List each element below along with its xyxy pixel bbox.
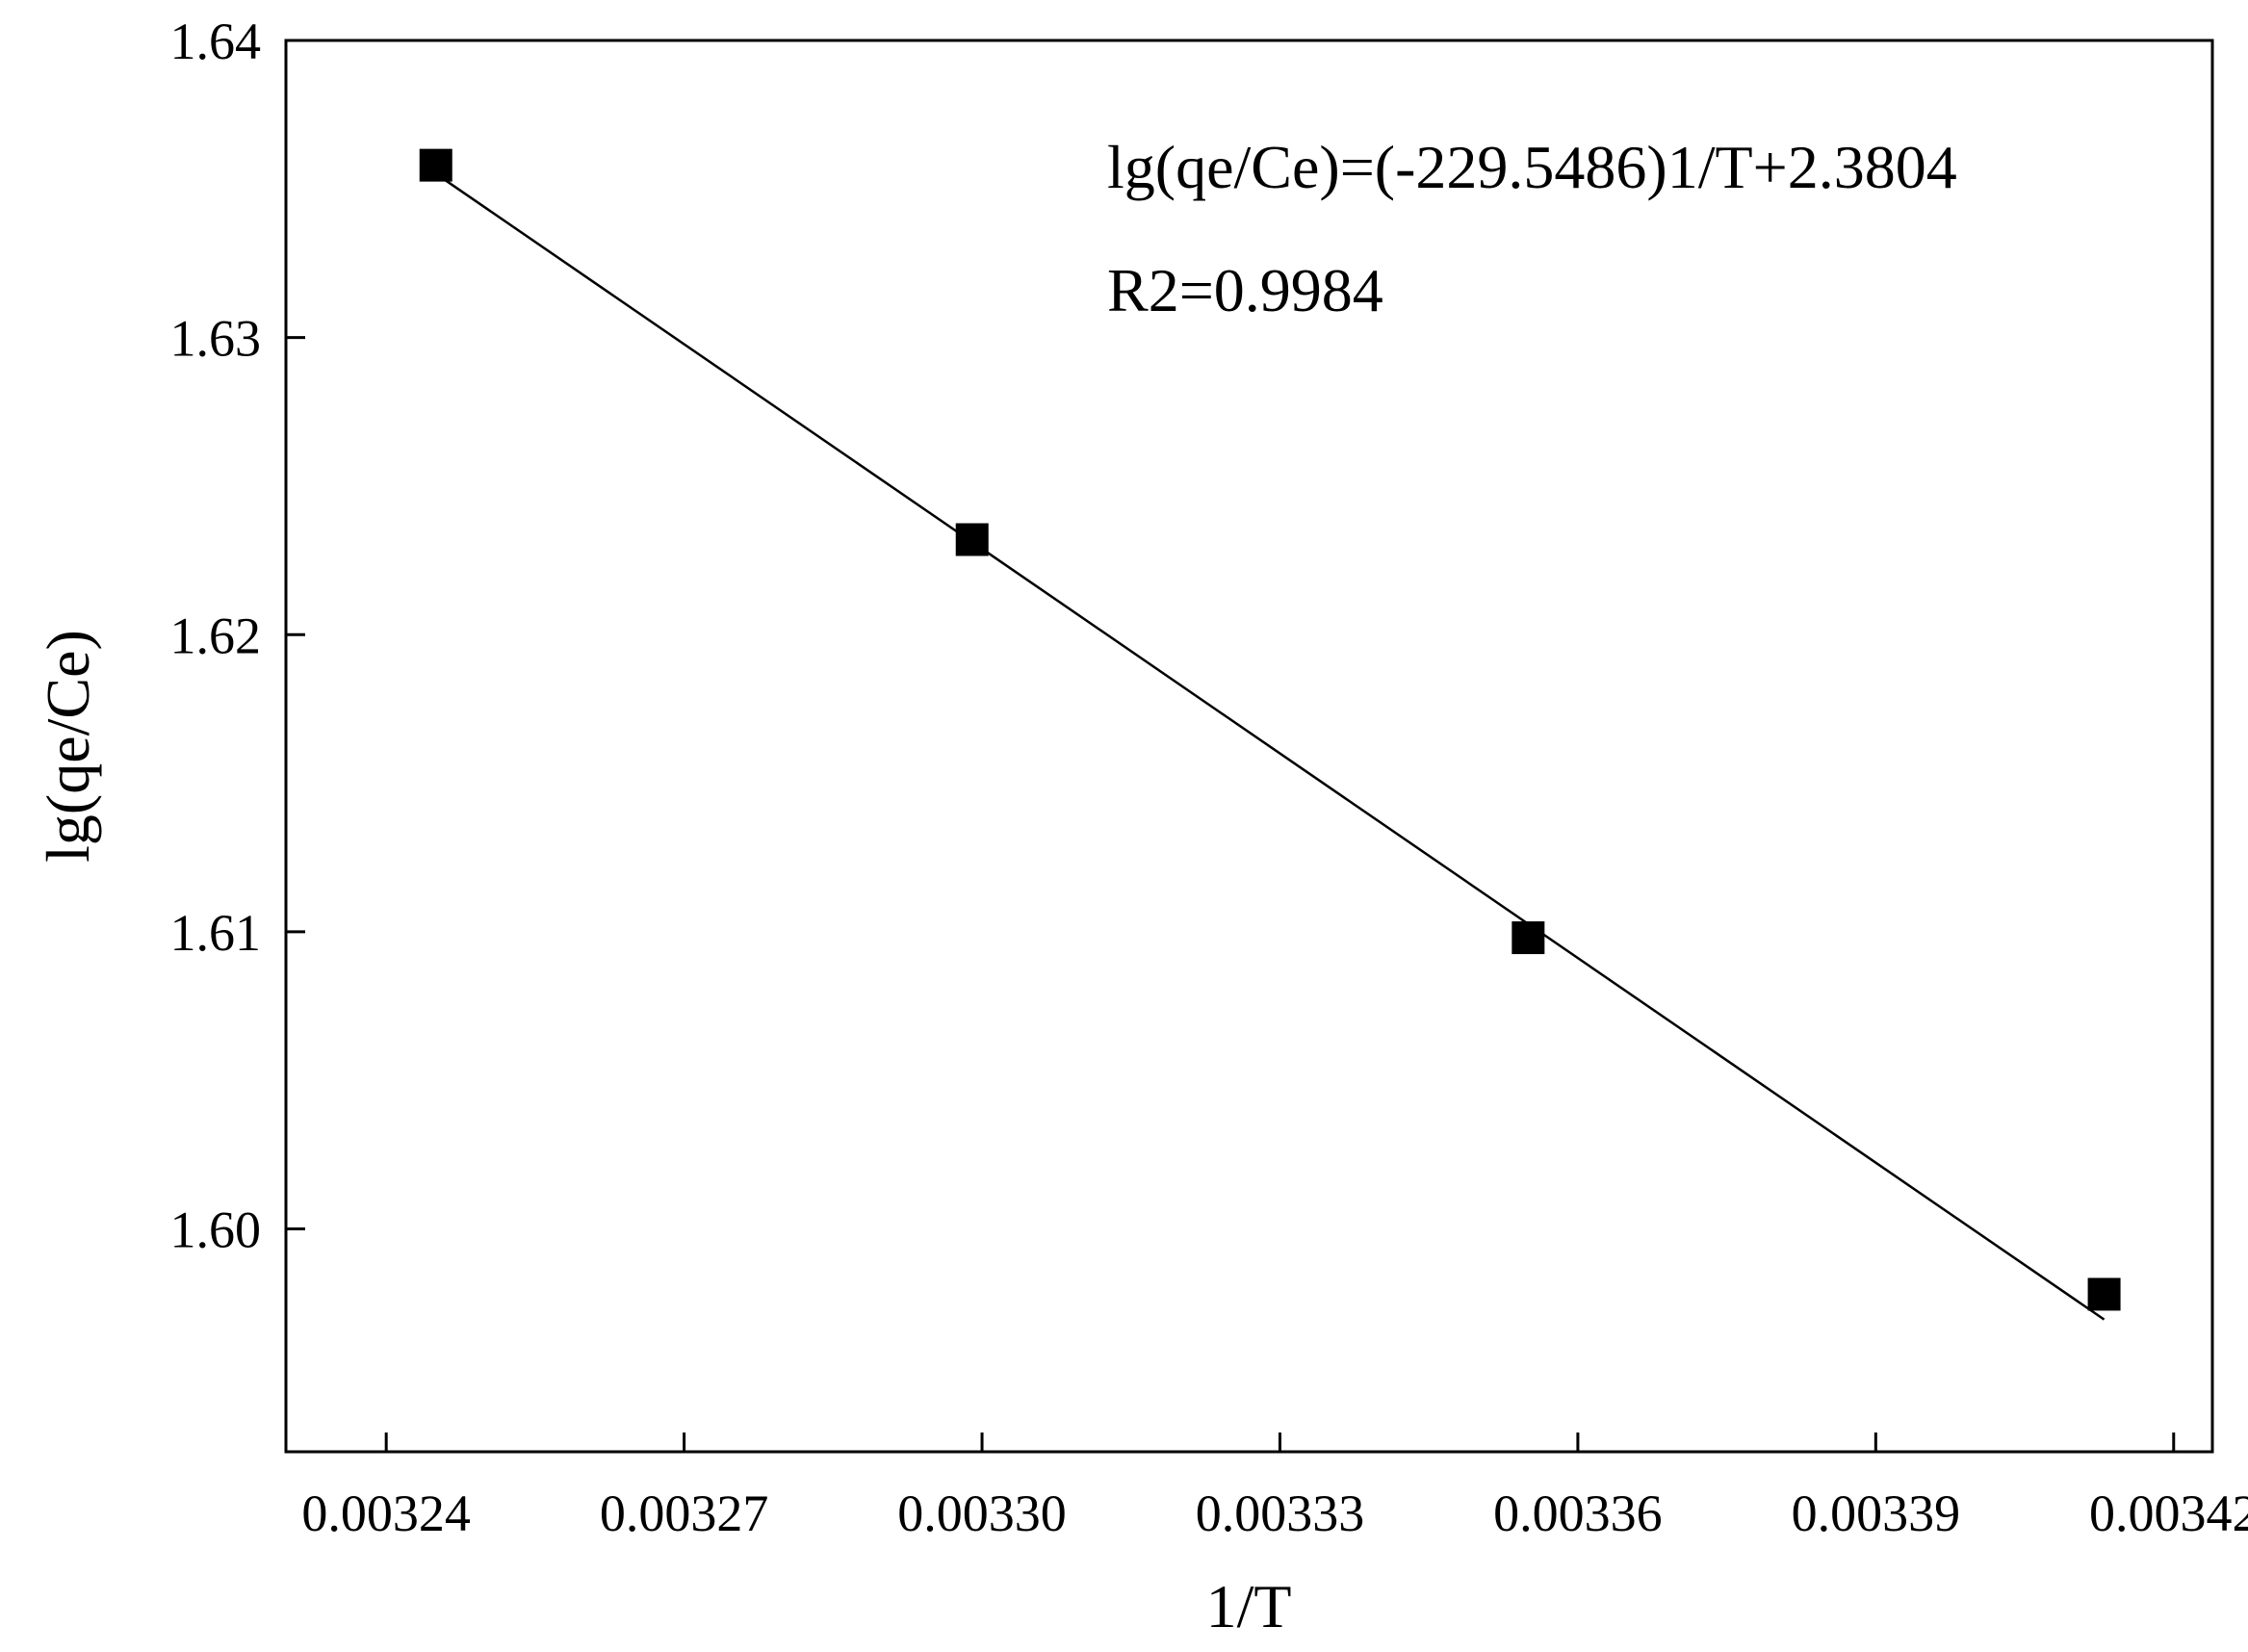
x-tick-label: 0.00327 bbox=[600, 1484, 769, 1542]
fit-line-group bbox=[435, 172, 2106, 1321]
y-tick-label: 1.63 bbox=[170, 310, 262, 368]
x-tick-label: 0.00333 bbox=[1196, 1484, 1365, 1542]
x-tick-label: 0.00324 bbox=[301, 1484, 471, 1542]
data-point bbox=[955, 523, 989, 556]
y-tick-label: 1.60 bbox=[170, 1201, 262, 1259]
r-squared: R2=0.9984 bbox=[1107, 256, 1383, 324]
y-tick-label: 1.61 bbox=[170, 904, 262, 962]
data-point bbox=[1512, 921, 1545, 955]
plot-frame bbox=[284, 39, 2214, 1454]
x-tick-label: 0.00336 bbox=[1493, 1484, 1663, 1542]
y-axis-ticks: 1.60 1.61 1.62 1.63 1.64 bbox=[170, 13, 305, 1259]
fit-equation: lg(qe/Ce)=(-229.5486)1/T+2.3804 bbox=[1107, 133, 1957, 201]
y-tick-label: 1.62 bbox=[170, 607, 262, 664]
y-axis-label: lg(qe/Ce) bbox=[34, 630, 102, 863]
x-tick-label: 0.00339 bbox=[1792, 1484, 1961, 1542]
x-tick-label: 0.00330 bbox=[897, 1484, 1067, 1542]
x-axis-ticks: 0.00324 0.00327 0.00330 0.00333 0.00336 0.003… bbox=[301, 1433, 2248, 1542]
fit-line bbox=[435, 172, 2106, 1321]
data-point bbox=[2087, 1278, 2121, 1311]
x-axis-label: 1/T bbox=[1206, 1572, 1292, 1640]
x-tick-label: 0.00342 bbox=[2089, 1484, 2248, 1542]
y-tick-label: 1.64 bbox=[170, 13, 262, 70]
data-points bbox=[419, 148, 2121, 1311]
data-point bbox=[419, 148, 452, 182]
